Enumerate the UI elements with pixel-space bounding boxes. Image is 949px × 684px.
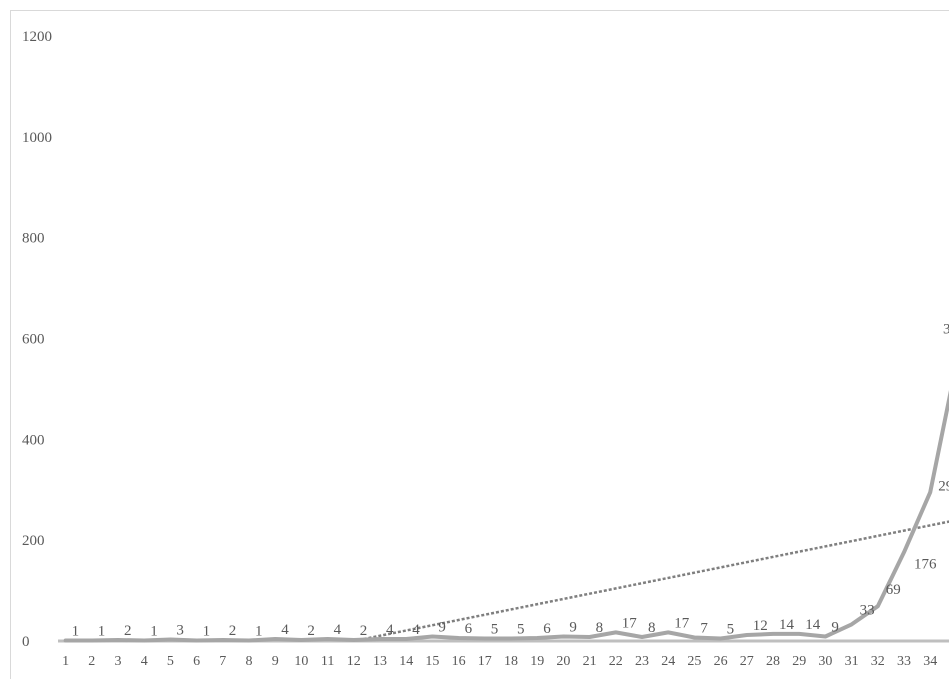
y-tick-label: 800 (22, 231, 45, 247)
data-label: 4 (281, 622, 289, 638)
chart-border (11, 11, 949, 680)
x-tick-label: 7 (219, 654, 226, 669)
x-tick-label: 1 (62, 654, 69, 669)
data-label: 6 (465, 621, 473, 637)
x-tick-label: 11 (321, 654, 334, 669)
x-tick-label: 13 (373, 654, 387, 669)
x-tick-label: 4 (141, 654, 148, 669)
x-tick-label: 21 (583, 654, 597, 669)
x-tick-label: 26 (714, 654, 728, 669)
y-tick-label: 0 (22, 634, 30, 650)
x-tick-label: 16 (452, 654, 466, 669)
x-tick-label: 22 (609, 654, 623, 669)
x-tick-label: 34 (923, 654, 937, 669)
x-tick-label: 18 (504, 654, 518, 669)
x-tick-label: 20 (556, 654, 570, 669)
data-label: 4 (386, 622, 394, 638)
x-tick-label: 24 (661, 654, 675, 669)
data-label: 1 (255, 623, 263, 639)
x-tick-label: 12 (347, 654, 361, 669)
data-label: 3 (176, 622, 184, 638)
data-label: 2 (124, 623, 132, 639)
x-tick-label: 29 (792, 654, 806, 669)
data-label: 69 (886, 582, 901, 598)
y-tick-label: 400 (22, 432, 45, 448)
data-label: 2 (229, 623, 237, 639)
data-label: 1 (72, 623, 80, 639)
data-label: 295 (938, 478, 949, 494)
data-label: 6 (543, 621, 551, 637)
data-label: 5 (727, 621, 735, 637)
x-tick-label: 19 (530, 654, 544, 669)
data-label: 3 (943, 322, 949, 338)
data-label: 33 (860, 602, 875, 618)
data-label: 9 (831, 619, 839, 635)
x-tick-label: 2 (88, 654, 95, 669)
x-tick-label: 14 (399, 654, 413, 669)
x-tick-label: 5 (167, 654, 174, 669)
data-label: 8 (648, 620, 656, 636)
data-label: 2 (307, 623, 315, 639)
x-tick-label: 27 (740, 654, 754, 669)
data-label: 4 (412, 622, 420, 638)
data-label: 9 (438, 619, 446, 635)
x-tick-label: 8 (246, 654, 253, 669)
x-tick-label: 10 (294, 654, 308, 669)
data-label: 8 (596, 620, 604, 636)
y-tick-label: 600 (22, 332, 45, 348)
data-label: 14 (779, 617, 795, 633)
x-tick-label: 9 (272, 654, 279, 669)
data-label: 9 (569, 619, 577, 635)
data-label: 176 (914, 556, 937, 572)
data-label: 4 (334, 622, 342, 638)
x-tick-label: 30 (818, 654, 832, 669)
x-tick-label: 28 (766, 654, 780, 669)
x-tick-label: 33 (897, 654, 911, 669)
x-tick-label: 17 (478, 654, 492, 669)
data-label: 5 (491, 621, 499, 637)
data-label: 12 (753, 618, 768, 634)
data-label: 2 (360, 623, 368, 639)
y-tick-label: 1000 (22, 130, 52, 146)
data-label: 1 (98, 623, 106, 639)
data-label: 1 (203, 623, 211, 639)
y-tick-label: 1200 (22, 29, 52, 45)
data-label: 17 (674, 615, 690, 631)
data-label: 5 (517, 621, 525, 637)
x-tick-label: 32 (871, 654, 885, 669)
x-tick-label: 6 (193, 654, 200, 669)
data-label: 17 (622, 615, 638, 631)
x-tick-label: 23 (635, 654, 649, 669)
x-tick-label: 25 (687, 654, 701, 669)
data-label: 7 (700, 620, 708, 636)
y-tick-label: 200 (22, 533, 45, 549)
x-tick-label: 15 (425, 654, 439, 669)
x-tick-label: 3 (115, 654, 122, 669)
x-tick-label: 31 (845, 654, 859, 669)
data-label: 1 (150, 623, 158, 639)
data-label: 14 (805, 617, 821, 633)
